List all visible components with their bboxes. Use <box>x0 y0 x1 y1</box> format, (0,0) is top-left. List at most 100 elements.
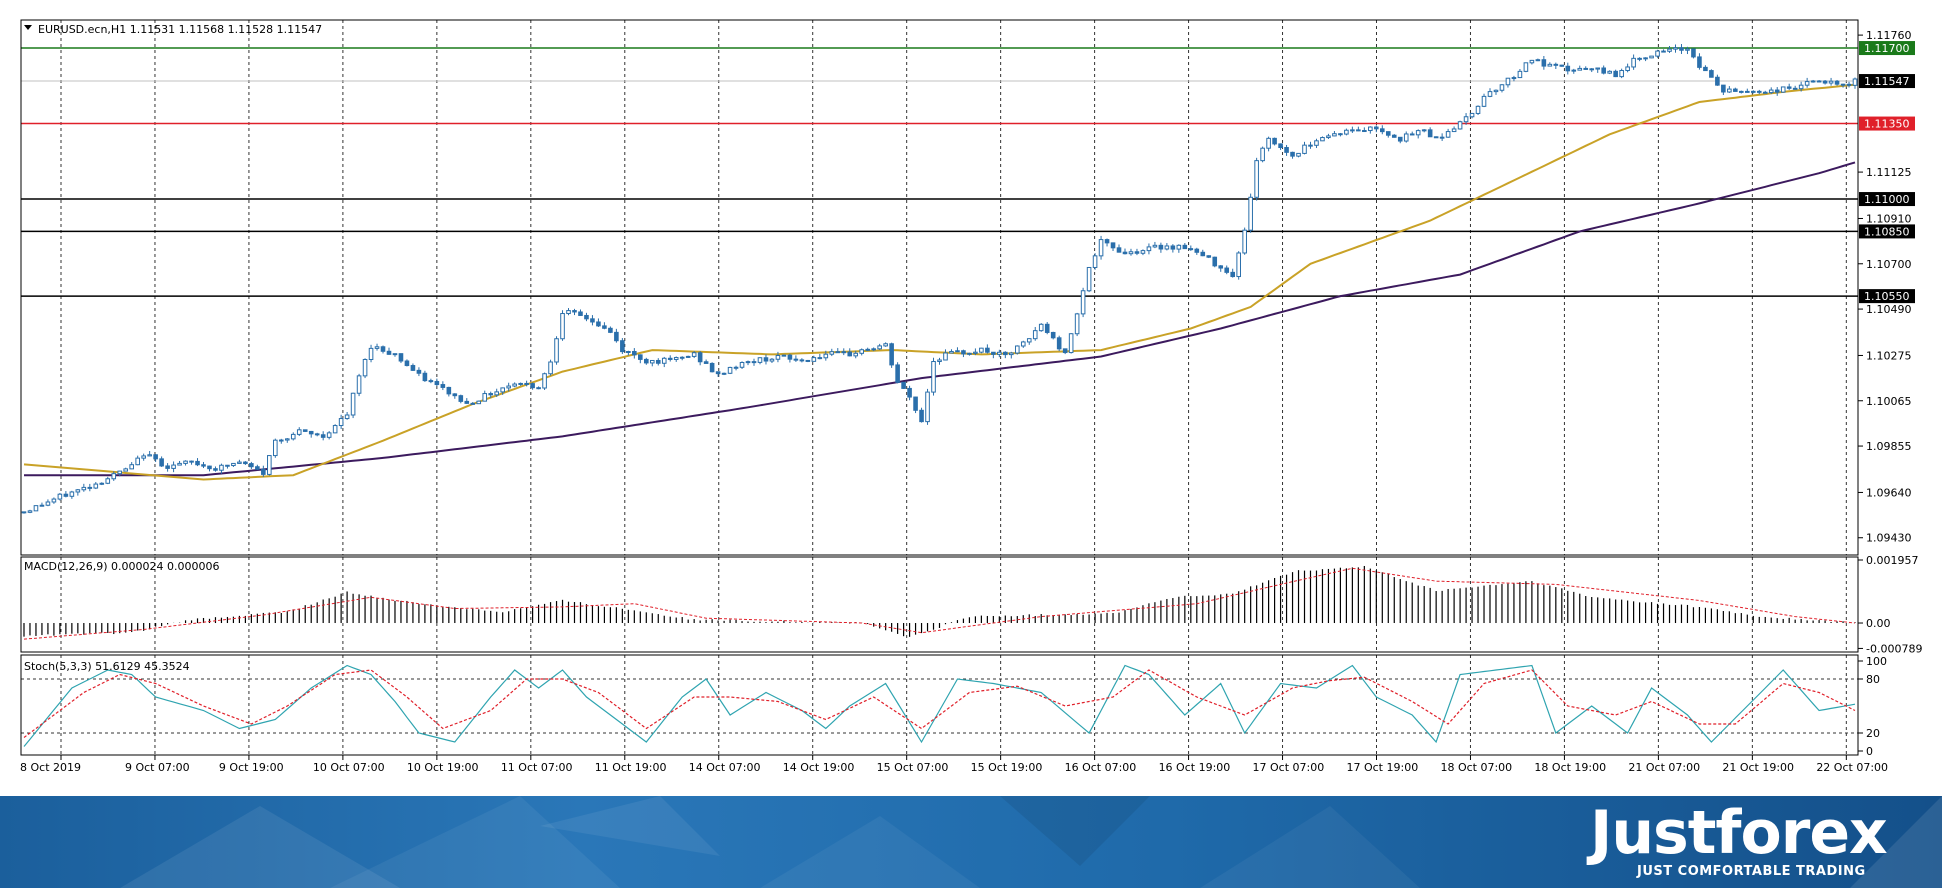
candle-body <box>1792 87 1798 90</box>
candle-body <box>410 365 416 371</box>
candle-body <box>63 493 69 497</box>
candle-body <box>715 371 721 375</box>
candle-body <box>973 351 978 354</box>
macd-y-label: 0.00 <box>1866 617 1891 630</box>
candle-body <box>201 464 206 467</box>
candle-body <box>135 457 140 466</box>
candle-body <box>1158 244 1164 250</box>
candle-body <box>1379 128 1385 133</box>
chart-title-dropdown-icon[interactable] <box>24 25 32 30</box>
candle-body <box>1457 121 1463 130</box>
candle-body <box>39 504 45 507</box>
candle-body <box>1056 337 1062 350</box>
candle-body <box>1625 66 1630 72</box>
candle-body <box>434 381 440 386</box>
candle-body <box>153 454 158 460</box>
x-tick-label: 17 Oct 19:00 <box>1346 761 1418 774</box>
candle-body <box>1505 77 1511 86</box>
candle-body <box>290 433 296 440</box>
candle-body <box>1786 86 1792 89</box>
candle-body <box>1050 331 1056 339</box>
ma-slow-line <box>24 161 1856 477</box>
candle-body <box>1834 80 1840 85</box>
candle-body <box>997 351 1002 355</box>
candle-body <box>865 348 870 351</box>
candle-body <box>1218 265 1224 269</box>
candle-body <box>416 369 422 374</box>
candle-body <box>494 391 500 396</box>
candle-body <box>1128 251 1134 255</box>
candle-body <box>213 468 218 471</box>
candle-body <box>1445 131 1451 138</box>
candle-body <box>661 357 667 364</box>
candle-body <box>937 359 942 363</box>
x-tick-label: 14 Oct 19:00 <box>783 761 855 774</box>
candle-body <box>1296 152 1301 157</box>
stoch-title: Stoch(5,3,3) 51.6129 45.3524 <box>24 660 190 673</box>
candle-body <box>452 393 458 397</box>
candle-body <box>1074 313 1080 335</box>
y-tick-label: 1.11760 <box>1866 29 1912 42</box>
candle-body <box>380 346 386 352</box>
candle-body <box>596 321 601 327</box>
candle-body <box>1822 80 1828 84</box>
candle-body <box>1691 48 1696 58</box>
candle-body <box>1098 239 1104 257</box>
candle-body <box>955 350 960 353</box>
candle-body <box>470 402 476 405</box>
candle-body <box>1014 345 1020 354</box>
candle-body <box>643 358 649 364</box>
x-tick-label: 22 Oct 07:00 <box>1816 761 1888 774</box>
candle-body <box>1661 50 1666 53</box>
candle-body <box>1768 89 1774 94</box>
candle-body <box>925 391 930 423</box>
candle-body <box>314 433 320 436</box>
candle-body <box>1403 133 1409 142</box>
candle-body <box>979 347 984 353</box>
candle-body <box>584 314 589 320</box>
candle-body <box>332 425 338 434</box>
y-tick-label: 1.10490 <box>1866 303 1912 316</box>
y-tick-label: 1.09430 <box>1866 532 1912 545</box>
candle-body <box>147 454 152 457</box>
candle-body <box>1116 247 1122 253</box>
candle-body <box>560 313 565 340</box>
candle-body <box>476 400 482 405</box>
candle-body <box>368 347 374 360</box>
candle-body <box>614 331 619 342</box>
x-tick-label: 21 Oct 07:00 <box>1628 761 1700 774</box>
candle-body <box>488 393 494 396</box>
macd-panel <box>23 565 1856 640</box>
candle-body <box>1523 62 1529 72</box>
x-tick-label: 8 Oct 2019 <box>20 761 81 774</box>
candle-body <box>1679 47 1684 51</box>
candle-body <box>93 483 99 489</box>
candle-body <box>703 361 709 364</box>
candle-body <box>566 310 571 315</box>
candle-body <box>1619 70 1624 78</box>
candle-body <box>1266 137 1271 149</box>
panel-frame <box>20 654 1859 756</box>
panel-frame <box>20 19 1859 556</box>
y-tick-label: 1.11125 <box>1866 166 1912 179</box>
level-tag-label: 1.10550 <box>1864 290 1910 303</box>
y-tick-label: 1.09855 <box>1866 440 1912 453</box>
candle-body <box>458 395 464 402</box>
candle-body <box>1595 67 1601 70</box>
candle-body <box>1780 86 1786 93</box>
candle-body <box>763 357 769 362</box>
candle-body <box>781 354 787 357</box>
x-tick-label: 21 Oct 19:00 <box>1722 761 1794 774</box>
candle-body <box>81 486 87 491</box>
candle-body <box>482 393 488 402</box>
candle-body <box>1475 105 1481 114</box>
candle-body <box>524 382 529 385</box>
candle-body <box>1134 251 1140 254</box>
candle-body <box>1385 131 1391 136</box>
candle-body <box>835 351 841 354</box>
candle-body <box>1697 56 1702 68</box>
candle-body <box>1804 81 1810 86</box>
candle-body <box>1463 116 1469 123</box>
candle-body <box>685 355 691 358</box>
y-tick-label: 1.10275 <box>1866 349 1912 362</box>
